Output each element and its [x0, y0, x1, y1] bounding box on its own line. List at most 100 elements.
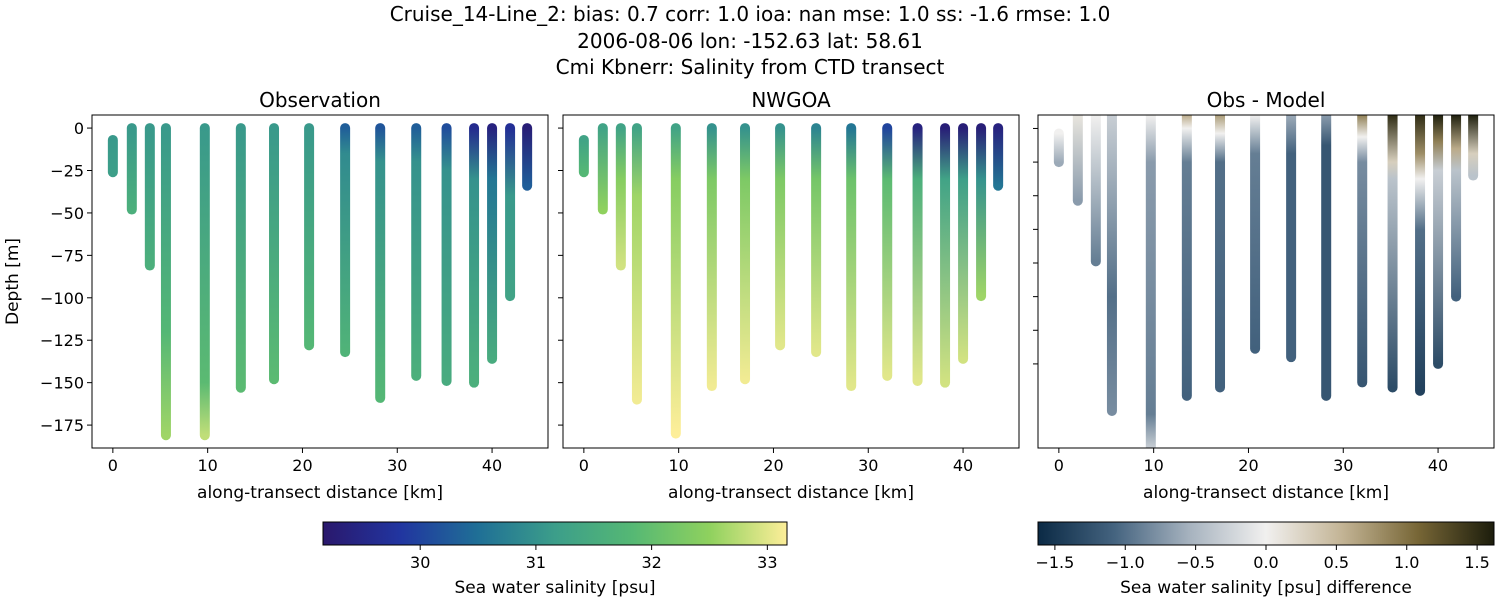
colorbar-tick-label: 1.5: [1464, 553, 1489, 572]
station-profile-3: [160, 123, 171, 441]
station-profile-12: [1415, 115, 1426, 396]
x-tick-label: 20: [763, 456, 783, 475]
station-profile-1: [126, 123, 137, 215]
panel-2: 0 10 20 30 40 Obs - Model along-transect dista…: [1033, 88, 1495, 503]
station-profile-13: [1433, 115, 1444, 369]
station-profile-4: [199, 123, 210, 441]
y-tick-label: 0: [74, 119, 84, 138]
x-tick-label: 30: [387, 456, 407, 475]
x-axis-label: along-transect distance [km]: [1143, 483, 1389, 503]
station-profile-5: [1181, 115, 1192, 401]
axes-frame: [91, 114, 549, 449]
station-profile-12: [940, 123, 951, 388]
station-profile-14: [1451, 115, 1462, 302]
panel-title: Obs - Model: [1207, 88, 1326, 112]
station-profile-11: [441, 123, 452, 386]
y-tick-label: −25: [50, 162, 84, 181]
title-dataset: Cmi Kbnerr: Salinity from CTD transect: [555, 55, 945, 79]
x-tick-label: 10: [1143, 456, 1163, 475]
station-profile-14: [976, 123, 987, 302]
colorbar-gradient: [1037, 521, 1495, 546]
station-profile-7: [775, 123, 786, 351]
station-profile-9: [846, 123, 857, 392]
station-profile-5: [706, 123, 717, 392]
panel-0: 0 10 20 30 40 0 −25 −50 −75 −100 −125 −150 −175 Obser…: [3, 88, 549, 503]
x-tick-label: 30: [858, 456, 878, 475]
x-tick-label: 10: [668, 456, 688, 475]
stations: [107, 123, 533, 441]
station-profile-1: [597, 123, 608, 215]
station-profile-10: [1357, 115, 1368, 388]
x-tick-label: 40: [1428, 456, 1448, 475]
axes-frame: [1037, 114, 1495, 449]
y-axis-label: Depth [m]: [3, 238, 23, 325]
x-tick-label: 40: [953, 456, 973, 475]
station-profile-0: [1053, 128, 1064, 168]
y-tick-label: −150: [40, 374, 84, 393]
y-tick-label: −175: [40, 416, 84, 435]
station-profile-2: [1090, 115, 1101, 267]
station-profile-15: [993, 123, 1004, 191]
station-profile-1: [1072, 115, 1083, 206]
station-profile-7: [1250, 115, 1261, 354]
x-tick-label: 0: [1054, 456, 1064, 475]
colorbar-label: Sea water salinity [psu]: [455, 578, 656, 598]
colorbar-tick-label: 30: [410, 553, 430, 572]
x-tick-label: 30: [1333, 456, 1353, 475]
station-profile-6: [1215, 115, 1226, 393]
colorbar-tick-label: 32: [641, 553, 661, 572]
title-metrics: Cruise_14-Line_2: bias: 0.7 corr: 1.0 io…: [389, 2, 1111, 26]
panel-1: 0 10 20 30 40 NWGOA along-transect distance [k…: [558, 88, 1020, 503]
station-profile-15: [522, 123, 533, 191]
title-date-location: 2006-08-06 lon: -152.63 lat: 58.61: [577, 29, 923, 53]
y-tick-label: −50: [50, 204, 84, 223]
station-profile-8: [340, 123, 351, 358]
station-profile-15: [1468, 115, 1479, 181]
x-tick-label: 10: [197, 456, 217, 475]
station-profile-2: [144, 123, 155, 271]
stations: [578, 123, 1004, 439]
station-profile-10: [411, 123, 422, 381]
colorbar-difference: −1.5 −1.0 −0.5 0.0 0.5 1.0 1.5 Sea water salini…: [1035, 521, 1495, 598]
station-profile-2: [615, 123, 626, 271]
colorbar-gradient: [322, 521, 788, 546]
station-profile-5: [235, 123, 246, 393]
station-profile-11: [912, 123, 923, 386]
station-profile-8: [1286, 115, 1297, 363]
station-profile-12: [469, 123, 480, 388]
colorbar-tick-label: 33: [757, 553, 777, 572]
station-profile-14: [505, 123, 516, 302]
station-profile-13: [487, 123, 498, 364]
panel-title: NWGOA: [751, 88, 831, 112]
station-profile-3: [1106, 115, 1117, 416]
y-tick-label: −75: [50, 246, 84, 265]
x-tick-label: 20: [292, 456, 312, 475]
colorbar-tick-label: 1.0: [1394, 553, 1419, 572]
station-profile-10: [882, 123, 893, 381]
panel-title: Observation: [259, 88, 381, 112]
colorbar-tick-label: −0.5: [1176, 553, 1215, 572]
station-profile-8: [811, 123, 822, 358]
station-profile-11: [1387, 115, 1398, 393]
station-profile-0: [107, 134, 118, 178]
y-tick-label: −100: [40, 289, 84, 308]
colorbar-label: Sea water salinity [psu] difference: [1120, 578, 1412, 598]
y-tick-label: −125: [40, 331, 84, 350]
colorbar-tick-label: 31: [526, 553, 546, 572]
colorbar-tick-label: −1.5: [1035, 553, 1074, 572]
x-tick-label: 0: [108, 456, 118, 475]
axes-frame: [562, 114, 1020, 449]
station-profile-6: [269, 123, 280, 385]
x-tick-label: 40: [482, 456, 502, 475]
colorbar-tick-label: 0.5: [1324, 553, 1349, 572]
station-profile-0: [578, 134, 589, 178]
station-profile-4: [1145, 115, 1156, 448]
station-profile-13: [958, 123, 969, 364]
station-profile-9: [375, 123, 386, 403]
station-profile-6: [740, 123, 751, 385]
stations: [1053, 115, 1479, 448]
x-axis-label: along-transect distance [km]: [197, 483, 443, 503]
x-tick-label: 20: [1238, 456, 1258, 475]
x-axis-label: along-transect distance [km]: [668, 483, 914, 503]
